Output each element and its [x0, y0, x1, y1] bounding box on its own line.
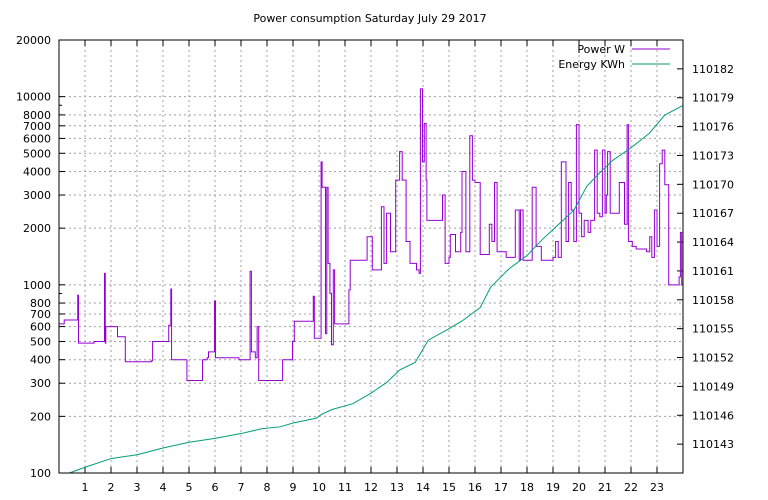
y-left-tick-label: 500 — [30, 335, 51, 348]
axis-ticks: 1 2 3 4 5 6 7 8 9 10 11 12 13 14 15 16 17 18 19 20 21 22 23100… — [16, 34, 734, 494]
x-tick-label: 6 — [212, 481, 219, 494]
x-tick-label: 12 — [364, 481, 378, 494]
x-tick-label: 14 — [416, 481, 430, 494]
x-tick-label: 4 — [160, 481, 167, 494]
y-left-tick-label: 2000 — [23, 222, 51, 235]
x-tick-label: 17 — [494, 481, 508, 494]
x-tick-label: 9 — [290, 481, 297, 494]
y-right-tick-label: 110152 — [692, 352, 734, 365]
x-tick-label: 3 — [134, 481, 141, 494]
grid-lines — [59, 40, 683, 473]
y-right-tick-label: 110173 — [692, 149, 734, 162]
y-left-tick-label: 8000 — [23, 109, 51, 122]
x-tick-label: 5 — [186, 481, 193, 494]
x-tick-label: 18 — [520, 481, 534, 494]
x-tick-label: 8 — [264, 481, 271, 494]
y-left-tick-label: 800 — [30, 297, 51, 310]
chart-title: Power consumption Saturday July 29 2017 — [253, 12, 486, 25]
legend-label-power: Power W — [577, 43, 625, 56]
y-left-tick-label: 4000 — [23, 166, 51, 179]
y-left-tick-label: 10000 — [16, 91, 51, 104]
series-layer — [59, 88, 684, 474]
y-right-tick-label: 110167 — [692, 207, 734, 220]
y-right-tick-label: 110182 — [692, 63, 734, 76]
x-tick-label: 10 — [312, 481, 326, 494]
y-right-tick-label: 110161 — [692, 265, 734, 278]
y-left-tick-label: 3000 — [23, 189, 51, 202]
y-left-tick-label: 700 — [30, 308, 51, 321]
x-tick-label: 20 — [572, 481, 586, 494]
y-right-tick-label: 110179 — [692, 92, 734, 105]
y-left-tick-label: 400 — [30, 354, 51, 367]
y-right-tick-label: 110158 — [692, 294, 734, 307]
y-left-tick-label: 200 — [30, 410, 51, 423]
power-series-line — [59, 88, 683, 382]
y-left-tick-label: 600 — [30, 321, 51, 334]
y-left-tick-label: 5000 — [23, 147, 51, 160]
x-tick-label: 7 — [238, 481, 245, 494]
y-right-tick-label: 110155 — [692, 323, 734, 336]
y-right-tick-label: 110146 — [692, 409, 734, 422]
plot-frame — [58, 39, 684, 474]
y-right-tick-label: 110164 — [692, 236, 734, 249]
x-tick-label: 16 — [468, 481, 482, 494]
energy-series-line — [69, 104, 684, 474]
y-right-tick-label: 110149 — [692, 380, 734, 393]
x-tick-label: 2 — [108, 481, 115, 494]
y-left-tick-label: 7000 — [23, 120, 51, 133]
y-left-tick-label: 6000 — [23, 132, 51, 145]
x-tick-label: 19 — [546, 481, 560, 494]
y-left-tick-label: 100 — [30, 467, 51, 480]
x-tick-label: 11 — [338, 481, 352, 494]
x-tick-label: 13 — [390, 481, 404, 494]
x-tick-label: 23 — [650, 481, 664, 494]
legend-label-energy: Energy KWh — [558, 58, 625, 71]
y-right-tick-label: 110143 — [692, 438, 734, 451]
x-tick-label: 1 — [82, 481, 89, 494]
x-tick-label: 22 — [624, 481, 638, 494]
x-tick-label: 21 — [598, 481, 612, 494]
y-right-tick-label: 110170 — [692, 178, 734, 191]
y-right-tick-label: 110176 — [692, 121, 734, 134]
y-left-tick-label: 1000 — [23, 279, 51, 292]
legend: Power W Energy KWh — [558, 43, 670, 71]
y-left-tick-label: 20000 — [16, 34, 51, 47]
x-tick-label: 15 — [442, 481, 456, 494]
y-left-tick-label: 300 — [30, 377, 51, 390]
